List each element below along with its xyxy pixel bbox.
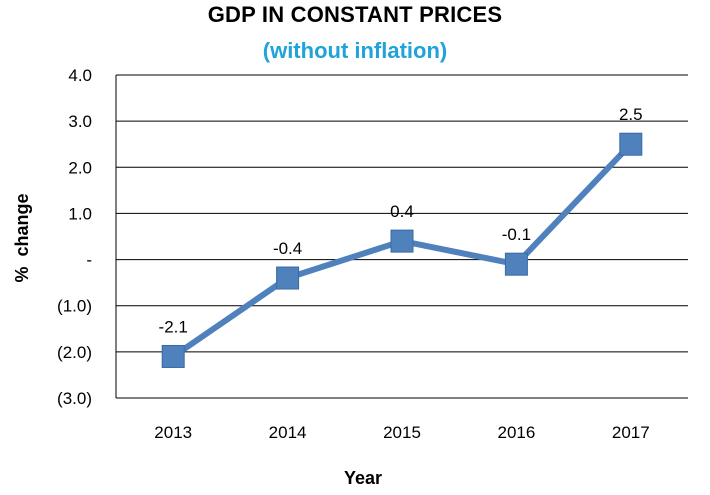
y-tick-label: (2.0) — [57, 343, 92, 362]
chart-title: GDP IN CONSTANT PRICES — [207, 2, 503, 27]
y-tick-label: 4.0 — [68, 66, 92, 85]
x-tick-label: 2013 — [154, 423, 192, 442]
data-point-marker — [390, 229, 414, 253]
x-tick-label: 2014 — [269, 423, 307, 442]
series-markers — [161, 132, 643, 368]
data-labels: -2.1 -0.4 0.4 -0.1 2.5 — [159, 105, 643, 336]
x-tick-label: 2016 — [497, 423, 535, 442]
gridlines — [115, 74, 688, 399]
y-tick-label: - — [86, 251, 92, 270]
data-label: -0.1 — [502, 225, 531, 244]
data-point-marker — [504, 252, 528, 276]
x-axis-ticks: 2013 2014 2015 2016 2017 — [154, 423, 649, 442]
y-axis-ticks: 4.0 3.0 2.0 1.0 - (1.0) (2.0) (3.0) — [57, 66, 92, 408]
y-tick-label: 3.0 — [68, 112, 92, 131]
y-tick-label: 1.0 — [68, 204, 92, 223]
chart-subtitle: (without inflation) — [262, 38, 448, 63]
data-point-marker — [161, 344, 185, 368]
y-tick-label: (1.0) — [57, 297, 92, 316]
data-point-marker — [276, 266, 300, 290]
x-tick-label: 2015 — [383, 423, 421, 442]
x-tick-label: 2017 — [612, 423, 650, 442]
data-label: 2.5 — [619, 105, 643, 124]
data-label: -2.1 — [159, 317, 188, 336]
y-tick-label: (3.0) — [57, 389, 92, 408]
data-point-marker — [619, 132, 643, 156]
y-tick-label: 2.0 — [68, 158, 92, 177]
y-axis-title: % change — [12, 193, 32, 282]
x-axis-title: Year — [344, 468, 382, 488]
data-label: -0.4 — [273, 239, 302, 258]
data-label: 0.4 — [390, 202, 414, 221]
